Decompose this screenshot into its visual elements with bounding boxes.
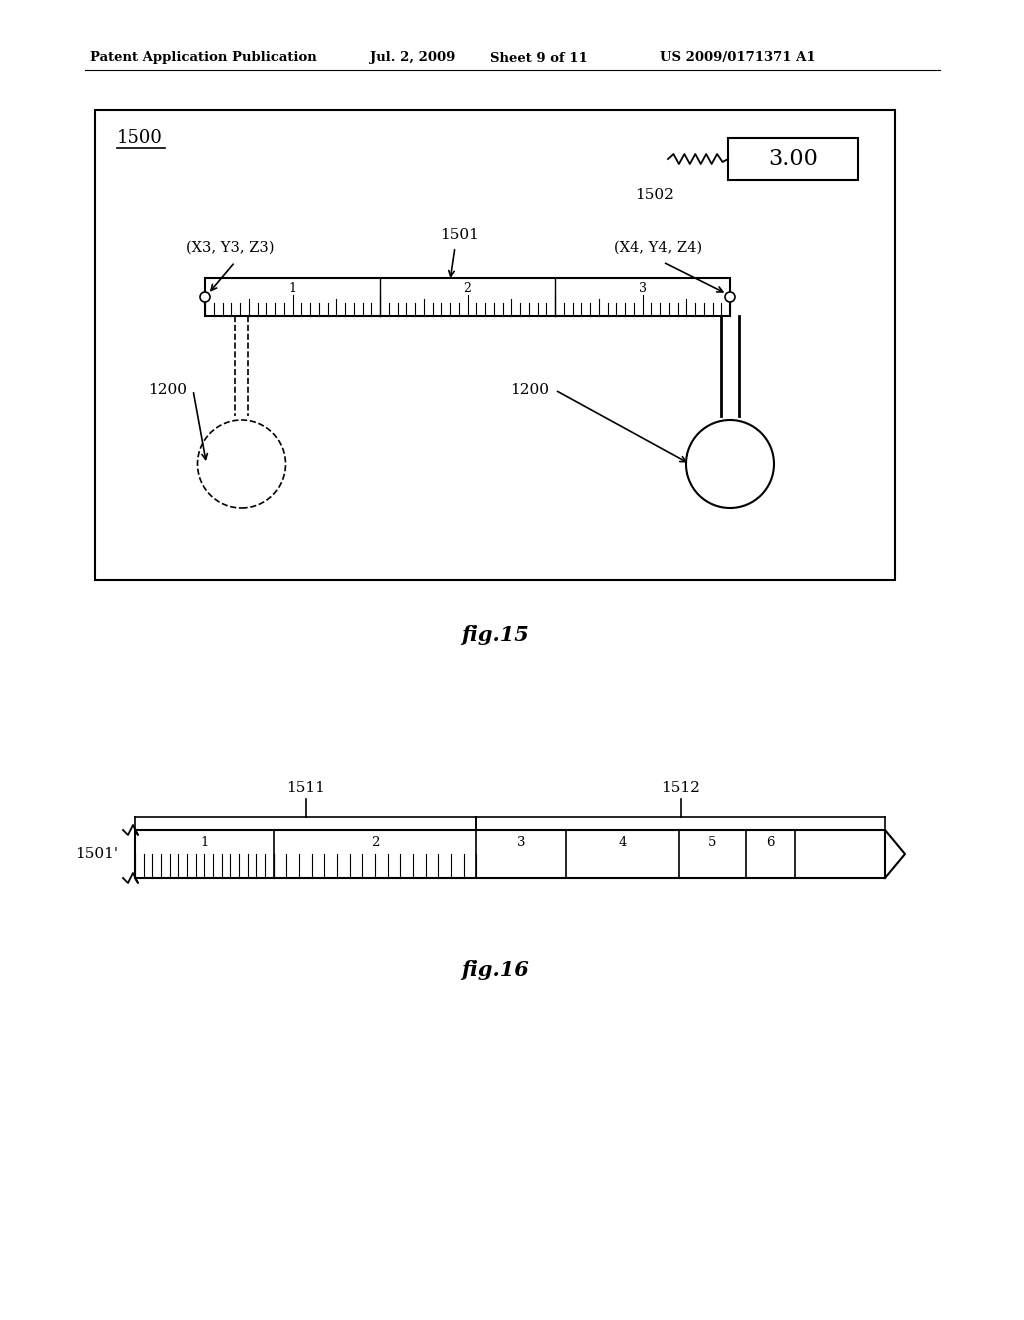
Text: 1501': 1501' [75,847,118,861]
Text: 2: 2 [464,281,471,294]
Circle shape [686,420,774,508]
Text: 3: 3 [639,281,646,294]
Text: 1501: 1501 [440,228,479,242]
Text: 3.00: 3.00 [768,148,818,170]
Bar [728,139,858,180]
Text: 2: 2 [371,836,379,849]
Text: 1: 1 [200,836,209,849]
Text: (X4, Y4, Z4): (X4, Y4, Z4) [614,242,702,255]
Bar [135,830,885,878]
Bar [95,110,895,579]
Text: fig.16: fig.16 [461,960,528,979]
Text: 1200: 1200 [148,383,187,397]
Text: 1502: 1502 [636,187,675,202]
Text: 6: 6 [766,836,775,849]
Circle shape [200,292,210,302]
Text: 1511: 1511 [286,781,325,796]
Text: (X3, Y3, Z3): (X3, Y3, Z3) [185,242,274,255]
Circle shape [725,292,735,302]
Text: 4: 4 [618,836,627,849]
Text: 1512: 1512 [662,781,700,796]
Text: 1200: 1200 [510,383,549,397]
Circle shape [198,420,286,508]
Text: 1: 1 [289,281,297,294]
Text: fig.15: fig.15 [461,624,528,645]
Text: Jul. 2, 2009: Jul. 2, 2009 [370,51,456,65]
Text: 1500: 1500 [117,129,163,147]
Text: 3: 3 [517,836,525,849]
Text: 5: 5 [709,836,717,849]
Bar [205,279,730,315]
Text: Patent Application Publication: Patent Application Publication [90,51,316,65]
Text: US 2009/0171371 A1: US 2009/0171371 A1 [660,51,816,65]
Text: Sheet 9 of 11: Sheet 9 of 11 [490,51,588,65]
